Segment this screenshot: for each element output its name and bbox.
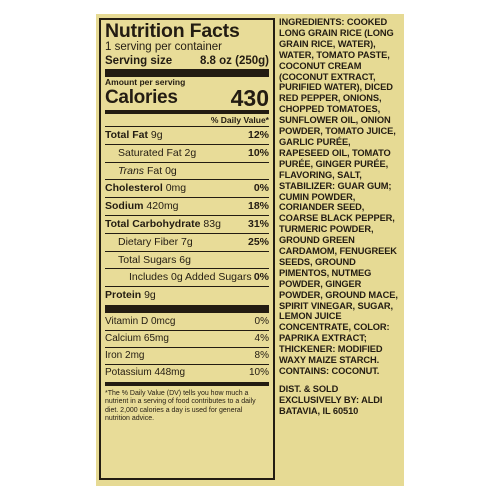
saturated-fat-pct: 10% <box>247 146 269 159</box>
protein-amount: 9g <box>144 289 156 302</box>
ingredients-list: INGREDIENTS: COOKED LONG GRAIN RICE (LON… <box>279 17 398 366</box>
dietary-fiber-pct: 25% <box>247 235 269 248</box>
total-carbohydrate-amount: 83g <box>203 217 221 230</box>
amount-per-serving: Amount per serving <box>105 77 186 87</box>
cholesterol-pct: 0% <box>253 182 269 195</box>
trans-fat-label: Trans <box>118 164 145 177</box>
vitamin-d-label: Vitamin D 0mcg <box>105 315 176 327</box>
total-fat-pct: 12% <box>247 129 269 141</box>
serving-size-row: Serving size 8.8 oz (250g) <box>105 54 269 68</box>
calories-label: Calories <box>105 87 178 108</box>
calcium-pct: 4% <box>254 332 269 344</box>
total-fat-label: Total Fat <box>105 129 148 141</box>
added-sugars-pct: 0% <box>253 271 269 284</box>
total-sugars-label: Total Sugars <box>118 253 177 266</box>
sodium-amount: 420mg <box>146 200 179 213</box>
dietary-fiber-amount: 7g <box>181 235 193 248</box>
servings-per-container: 1 serving per container <box>105 41 222 53</box>
protein-label: Protein <box>105 289 142 302</box>
thick-divider-vitamins <box>105 304 269 313</box>
serving-size-value: 8.8 oz (250g) <box>199 55 269 67</box>
cholesterol-amount: 0mg <box>165 182 187 195</box>
nutrition-facts-panel: Nutrition Facts 1 serving per container … <box>99 18 275 480</box>
protein-row: Protein 9g <box>105 286 269 304</box>
cholesterol-label: Cholesterol <box>105 182 163 195</box>
dietary-fiber-row: Dietary Fiber 7g 25% <box>105 232 269 251</box>
total-fat-row: Total Fat 9g 12% <box>105 126 269 144</box>
calcium-row: Calcium 65mg 4% <box>105 329 269 347</box>
ingredients-panel: INGREDIENTS: COOKED LONG GRAIN RICE (LON… <box>279 17 401 481</box>
sodium-row: Sodium 420mg 18% <box>105 197 269 215</box>
total-carbohydrate-label: Total Carbohydrate <box>105 217 201 230</box>
allergen-statement: CONTAINS: COCONUT. <box>279 366 380 376</box>
calories-row: Calories 430 <box>105 85 269 111</box>
potassium-pct: 10% <box>248 366 269 378</box>
total-fat-amount: 9g <box>150 129 163 141</box>
cholesterol-row: Cholesterol 0mg 0% <box>105 179 269 197</box>
iron-label: Iron 2mg <box>105 349 145 361</box>
trans-fat-row: Trans Fat 0g <box>105 161 269 180</box>
potassium-row: Potassium 448mg 10% <box>105 363 269 381</box>
nutrition-facts-title: Nutrition Facts <box>105 20 240 42</box>
total-carbohydrate-row: Total Carbohydrate 83g 31% <box>105 214 269 233</box>
total-sugars-row: Total Sugars 6g <box>105 250 269 269</box>
iron-pct: 8% <box>254 349 269 361</box>
dietary-fiber-label: Dietary Fiber <box>118 235 179 248</box>
saturated-fat-label: Saturated Fat <box>118 146 182 159</box>
daily-value-header: % Daily Value* <box>210 115 269 125</box>
vitamin-d-pct: 0% <box>254 315 269 327</box>
iron-row: Iron 2mg 8% <box>105 346 269 364</box>
added-sugars-row: Includes 0g Added Sugars 0% <box>105 268 269 286</box>
calcium-label: Calcium 65mg <box>105 332 169 344</box>
serving-size-label: Serving size <box>105 55 173 67</box>
total-carbohydrate-pct: 31% <box>247 217 269 230</box>
saturated-fat-amount: 2g <box>184 146 197 159</box>
spacer <box>279 377 401 384</box>
vitamin-d-row: Vitamin D 0mcg 0% <box>105 314 269 330</box>
potassium-label: Potassium 448mg <box>105 366 186 378</box>
added-sugars-text: Includes 0g Added Sugars <box>129 271 252 284</box>
footnote-divider <box>105 381 269 386</box>
medium-divider <box>105 110 269 114</box>
total-sugars-amount: 6g <box>179 253 191 266</box>
daily-value-footnote: *The % Daily Value (DV) tells you how mu… <box>105 389 256 422</box>
trans-fat-amount: Fat 0g <box>146 164 177 177</box>
distributor-info: DIST. & SOLD EXCLUSIVELY BY: ALDI BATAVI… <box>279 383 383 416</box>
sodium-label: Sodium <box>105 200 144 213</box>
sodium-pct: 18% <box>247 200 269 213</box>
thick-divider <box>105 69 269 77</box>
saturated-fat-row: Saturated Fat 2g 10% <box>105 143 269 162</box>
calories-value: 430 <box>230 85 269 111</box>
